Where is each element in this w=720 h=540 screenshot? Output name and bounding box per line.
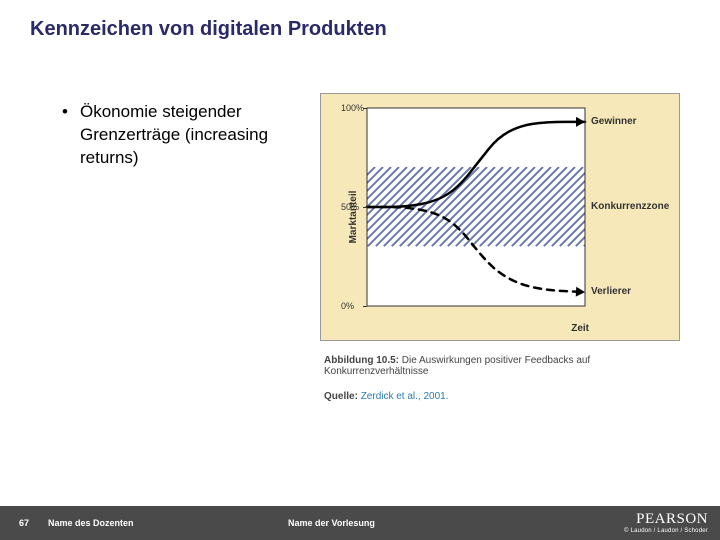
series-label-loser: Verlierer	[591, 286, 631, 297]
footer-course: Name der Vorlesung	[288, 518, 624, 528]
bullet-item: • Ökonomie steigender Grenzerträge (incr…	[62, 101, 310, 170]
figure: Marktanteil Zeit 0% 50% 100% Konkurrenzzone…	[320, 93, 690, 402]
figure-caption: Abbildung 10.5: Die Auswirkungen positiv…	[324, 355, 690, 377]
footer-bar: 67 Name des Dozenten Name der Vorlesung …	[0, 506, 720, 540]
caption-lead: Abbildung 10.5:	[324, 355, 399, 366]
x-axis-label: Zeit	[571, 323, 589, 334]
y-tick-label: 0%	[341, 301, 354, 311]
pearson-logo: PEARSON	[624, 512, 708, 528]
y-tick-mark	[363, 207, 367, 208]
y-tick-label: 50%	[341, 202, 359, 212]
chart-container: Marktanteil Zeit 0% 50% 100% Konkurrenzzone…	[320, 93, 680, 341]
source-ref: Zerdick et al., 2001.	[361, 391, 449, 402]
footer-lecturer: Name des Dozenten	[48, 518, 288, 528]
y-tick-label: 100%	[341, 103, 364, 113]
bullet-marker: •	[62, 101, 80, 170]
series-label-winner: Gewinner	[591, 116, 637, 127]
plot-area	[367, 108, 585, 306]
y-tick-mark	[363, 108, 367, 109]
figure-source: Quelle: Zerdick et al., 2001.	[324, 391, 449, 402]
page-number: 67	[0, 518, 48, 528]
hatch-label: Konkurrenzzone	[591, 201, 669, 212]
footer-brand: PEARSON © Laudon / Laudon / Schoder	[624, 512, 720, 534]
series-svg	[367, 108, 585, 306]
slide-title: Kennzeichen von digitalen Produkten	[30, 18, 690, 41]
content-row: • Ökonomie steigender Grenzerträge (incr…	[30, 101, 690, 402]
footer-copyright: © Laudon / Laudon / Schoder	[624, 528, 708, 534]
y-axis-label: Marktanteil	[348, 191, 359, 244]
y-tick-mark	[363, 306, 367, 307]
bullet-list: • Ökonomie steigender Grenzerträge (incr…	[30, 101, 310, 402]
bullet-text: Ökonomie steigender Grenzerträge (increa…	[80, 101, 310, 170]
source-lead: Quelle:	[324, 391, 358, 402]
